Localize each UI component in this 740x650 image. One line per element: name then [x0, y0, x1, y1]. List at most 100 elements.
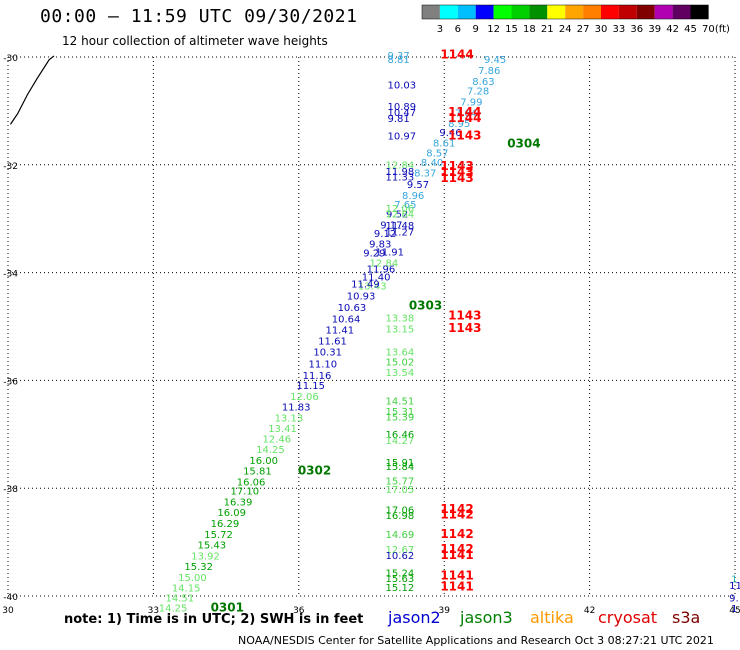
- wave-height-label: 13.92: [191, 551, 220, 562]
- legend-tick-label: 39: [648, 24, 661, 35]
- lon-tick-label: 33: [148, 606, 159, 616]
- wave-height-label: 11.27: [386, 227, 415, 238]
- wave-height-label: 15.77: [386, 476, 415, 487]
- wave-height-label: 11: [729, 581, 740, 592]
- wave-height-label: 10.63: [338, 303, 367, 314]
- wave-height-label: 11.49: [351, 280, 380, 291]
- wave-height-label: 15.12: [386, 583, 415, 594]
- lat-tick-label: -36: [3, 377, 18, 387]
- pass-time-label: 1143: [440, 165, 473, 179]
- legend-swatch: [636, 5, 655, 19]
- wave-height-label: 12.84: [370, 259, 399, 270]
- legend-tick-label: 3: [437, 24, 443, 35]
- satellite-jason2: jason2: [388, 608, 441, 627]
- coastline-path: [9, 55, 55, 125]
- pass-time-label: 0303: [409, 298, 442, 312]
- page-title: 00:00 – 11:59 UTC 09/30/2021: [40, 6, 358, 27]
- wave-height-label: 16.46: [386, 430, 415, 441]
- wave-height-label: 11.98: [386, 167, 415, 178]
- page-subtitle: 12 hour collection of altimeter wave hei…: [62, 34, 328, 48]
- wave-height-label: 12.64: [386, 210, 415, 221]
- wave-height-label: 9.29: [363, 248, 385, 259]
- legend-swatch: [547, 5, 566, 19]
- wave-height-label: 10.97: [387, 131, 416, 142]
- wave-height-label: 15.02: [386, 357, 415, 368]
- legend-swatch: [672, 5, 691, 19]
- wave-height-label: 11.48: [386, 221, 415, 232]
- wave-height-label: 1: [731, 575, 737, 586]
- wave-height-label: 14.25: [256, 445, 285, 456]
- wave-height-label: 13.41: [268, 424, 297, 435]
- lat-tick-label: -38: [3, 485, 18, 495]
- wave-height-label: 11.10: [308, 359, 337, 370]
- wave-height-label: 13.13: [275, 413, 304, 424]
- map-axes: 30 33 36 39 42 45 -30 -32 -34 -36 -38 -40: [2, 54, 740, 616]
- legend-swatch: [422, 5, 440, 19]
- wave-height-label: 13.54: [386, 368, 415, 379]
- wave-height-label: 9.83: [369, 239, 391, 250]
- wave-height-label: 9.37: [387, 51, 409, 62]
- wave-height-label: 8.96: [402, 191, 424, 202]
- wave-height-label: 14.51: [386, 397, 415, 408]
- wave-height-label: 12.06: [386, 204, 415, 215]
- wave-height-label: 17.10: [230, 487, 259, 498]
- pass-time-label: 1141: [440, 568, 473, 582]
- satellite-altika: altika: [530, 608, 574, 627]
- legend-swatch: [565, 5, 584, 19]
- wave-height-label: 10.89: [387, 102, 416, 113]
- wave-height-label: 11.41: [325, 326, 354, 337]
- legend-tick-label: 15: [505, 24, 518, 35]
- legend-swatch: [439, 5, 458, 19]
- wave-height-label: 16.06: [237, 478, 266, 489]
- pass-time-label: 1143: [448, 308, 481, 322]
- legend-swatch: [529, 5, 548, 19]
- wave-height-label: 16.29: [211, 519, 240, 530]
- pass-time-label: 0304: [507, 137, 540, 151]
- wave-height-label: 14.51: [166, 593, 195, 604]
- wave-height-label: 14.27: [386, 436, 415, 447]
- wave-height-label: 7.64: [455, 108, 477, 119]
- lat-lon-grid: [7, 56, 736, 597]
- wave-height-label: 11.61: [318, 336, 347, 347]
- legend-swatch: [457, 5, 476, 19]
- wave-height-label: 11.16: [303, 371, 332, 382]
- wave-height-label: 10.03: [387, 80, 416, 91]
- legend-tick-label: 42: [666, 24, 679, 35]
- wave-height-label: 8.57: [426, 149, 448, 160]
- wave-height-label: 10.64: [332, 315, 361, 326]
- legend-swatch: [618, 5, 637, 19]
- pass-time-label: 1142: [440, 502, 473, 516]
- wave-height-label: 15.39: [386, 412, 415, 423]
- pass-time-label: 1143: [440, 171, 473, 185]
- satellite-cryosat: cryosat: [598, 608, 658, 627]
- wave-height-label: 7.28: [467, 87, 489, 98]
- legend-tick-label: 27: [577, 24, 590, 35]
- legend-swatch: [511, 5, 530, 19]
- wave-height-label: 8.81: [387, 55, 409, 66]
- wave-height-label: 16.39: [224, 497, 253, 508]
- pass-time-label: 1142: [440, 542, 473, 556]
- legend-swatch: [690, 5, 709, 19]
- color-legend: 3 6 9 12 15 18 21 24 27 30 33 36 39 42 45 70 (ft): [421, 4, 730, 35]
- satellite-s3a: s3a: [672, 608, 701, 627]
- legend-tick-label: (ft): [715, 24, 730, 35]
- pass-time-label: 1143: [440, 159, 473, 173]
- lat-tick-label: -34: [3, 270, 18, 280]
- wave-height-label: 8.95: [448, 119, 470, 130]
- wave-height-label: 15.84: [386, 462, 415, 473]
- legend-frame: [421, 4, 709, 20]
- wave-height-label: 11.96: [367, 265, 396, 276]
- legend-tick-label: 45: [684, 24, 697, 35]
- legend-tick-label: 70: [702, 24, 715, 35]
- wave-height-label: 9.12: [374, 229, 396, 240]
- legend-tick-label: 30: [595, 24, 608, 35]
- legend-tick-label: 18: [523, 24, 536, 35]
- wave-height-label: 9.57: [407, 180, 429, 191]
- wave-height-label: 15.91: [386, 458, 415, 469]
- lat-tick-label: -40: [3, 593, 18, 603]
- satellite-jason3: jason3: [460, 608, 513, 627]
- wave-height-label: 15.24: [386, 569, 415, 580]
- wave-height-label: 15.00: [178, 573, 207, 584]
- legend-tick-label: 9: [473, 24, 479, 35]
